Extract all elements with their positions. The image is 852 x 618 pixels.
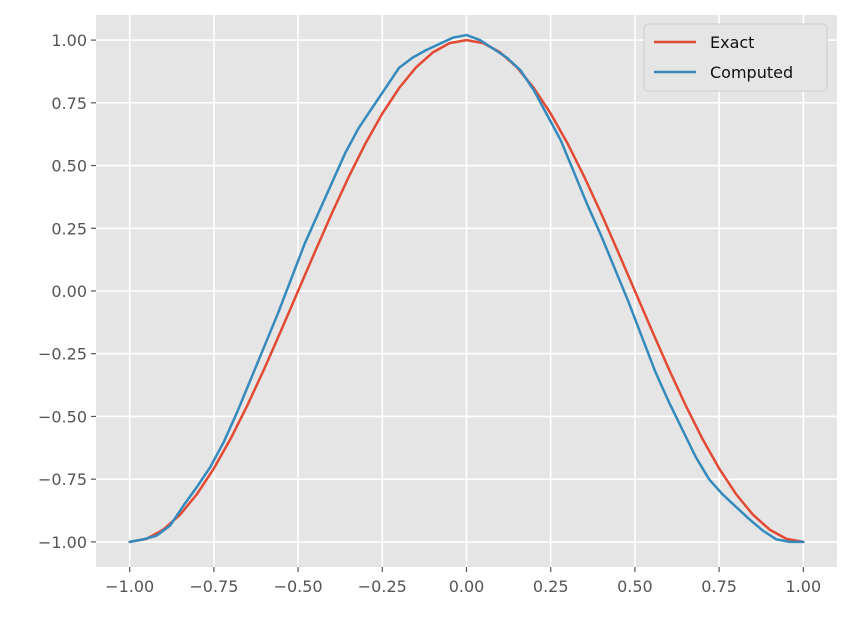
series-line-computed: [128, 33, 805, 544]
legend-label-computed: Computed: [710, 63, 793, 82]
x-tick-label: −1.00: [105, 577, 154, 596]
x-tick-label: 0.50: [617, 577, 653, 596]
y-tick-label: 0.50: [51, 157, 87, 176]
x-tick-label: −0.50: [274, 577, 323, 596]
y-tick-label: −0.50: [38, 407, 87, 426]
x-tick-label: 0.25: [533, 577, 569, 596]
y-tick-label: 0.00: [51, 282, 87, 301]
legend-label-exact: Exact: [710, 33, 754, 52]
series-lines: [128, 33, 805, 544]
x-tick-label: −0.75: [189, 577, 238, 596]
y-tick-label: 0.75: [51, 94, 87, 113]
y-axis: 1.00 0.75 0.50 0.25 0.00 −0.25 −0.50 −0.75 −1.00: [38, 31, 96, 552]
x-tick-label: 0.00: [449, 577, 485, 596]
y-tick-label: 0.25: [51, 219, 87, 238]
x-axis: −1.00 −0.75 −0.50 −0.25 0.00 0.25 0.50 0.75 1.00: [105, 567, 821, 596]
x-tick-label: 0.75: [701, 577, 737, 596]
y-tick-label: −1.00: [38, 533, 87, 552]
series-line-exact: [128, 38, 805, 544]
y-tick-label: −0.25: [38, 345, 87, 364]
y-tick-label: 1.00: [51, 31, 87, 50]
legend: Exact Computed: [643, 23, 828, 92]
x-tick-label: 1.00: [786, 577, 822, 596]
x-tick-label: −0.25: [358, 577, 407, 596]
y-tick-label: −0.75: [38, 470, 87, 489]
